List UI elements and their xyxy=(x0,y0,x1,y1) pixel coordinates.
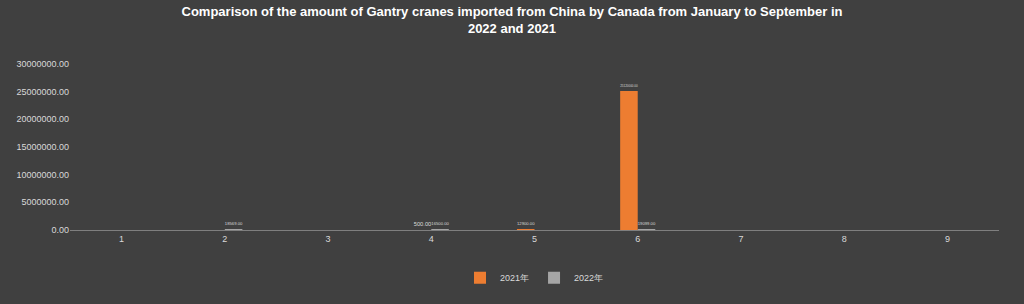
svg-text:20000000.00: 20000000.00 xyxy=(16,114,69,124)
svg-text:25000000.00: 25000000.00 xyxy=(16,87,69,97)
svg-text:2022年: 2022年 xyxy=(574,273,603,283)
svg-text:9: 9 xyxy=(945,234,950,244)
svg-text:25120000.00: 25120000.00 xyxy=(620,84,638,88)
svg-text:6: 6 xyxy=(635,234,640,244)
svg-text:0.00: 0.00 xyxy=(51,225,69,235)
svg-text:3: 3 xyxy=(326,234,331,244)
svg-text:16500.00: 16500.00 xyxy=(431,221,449,226)
svg-text:4: 4 xyxy=(429,234,434,244)
svg-text:500.00: 500.00 xyxy=(414,221,432,227)
svg-text:19099.00: 19099.00 xyxy=(638,221,656,226)
svg-text:2021年: 2021年 xyxy=(500,273,529,283)
svg-text:2: 2 xyxy=(222,234,227,244)
svg-text:12900.00: 12900.00 xyxy=(517,221,535,226)
svg-text:30000000.00: 30000000.00 xyxy=(16,59,69,69)
svg-text:18569.00: 18569.00 xyxy=(225,221,243,226)
svg-text:7: 7 xyxy=(738,234,743,244)
svg-text:5000000.00: 5000000.00 xyxy=(21,197,69,207)
svg-text:5: 5 xyxy=(532,234,537,244)
svg-text:10000000.00: 10000000.00 xyxy=(16,170,69,180)
svg-text:1: 1 xyxy=(119,234,124,244)
svg-text:Comparison of the amount of Ga: Comparison of the amount of Gantry crane… xyxy=(182,4,843,36)
svg-text:15000000.00: 15000000.00 xyxy=(16,142,69,152)
svg-text:8: 8 xyxy=(842,234,847,244)
